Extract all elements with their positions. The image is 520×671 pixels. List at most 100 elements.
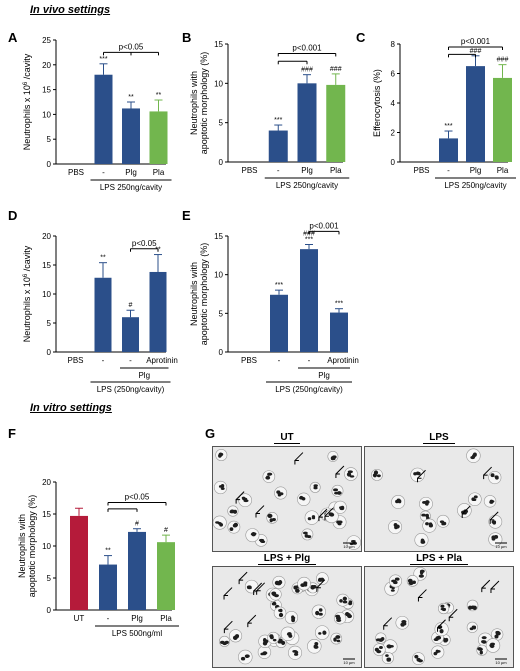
- arrow-head: [417, 597, 423, 602]
- y-tick-label: 0: [47, 160, 52, 169]
- cell-nucleus: [240, 656, 246, 661]
- section-title-in-vitro: In vitro settings: [30, 402, 112, 414]
- cell-nucleus: [220, 487, 225, 490]
- group-label: LPS 250ng/cavity: [276, 181, 338, 190]
- y-tick-label: 15: [42, 261, 51, 270]
- y-axis-label: Neutrophils x 106 /cavity: [22, 245, 32, 342]
- cell-nucleus: [420, 538, 425, 543]
- bar: [297, 83, 317, 162]
- panel-label-d: D: [8, 208, 18, 223]
- significance-label: ***: [274, 117, 282, 124]
- y-tick-label: 10: [214, 79, 223, 88]
- cell-nucleus: [262, 641, 268, 646]
- chart-f: 0 5 10 15 20 Neutrophils withapoptotic morpho…: [17, 478, 179, 638]
- cell-nucleus: [472, 605, 477, 610]
- cell-nucleus: [310, 585, 315, 590]
- cell-nucleus: [440, 607, 446, 611]
- cell-nucleus: [418, 574, 424, 578]
- bar: [122, 317, 139, 352]
- arrow-icon: [324, 507, 334, 517]
- cell: [466, 599, 479, 612]
- cell-nucleus: [267, 513, 273, 518]
- arrow-icon: [223, 587, 233, 596]
- cell-nucleus: [333, 637, 337, 642]
- significance-label: **: [156, 92, 162, 99]
- chart-c: 0 2 4 6 8 Efferocytosis (%) PBS *** - ### Plg ### Pl…: [372, 37, 516, 190]
- cell-nucleus: [495, 631, 501, 636]
- cell: [314, 625, 330, 640]
- cell-nucleus: [376, 474, 381, 478]
- arrow-icon: [294, 452, 304, 461]
- cell-nucleus: [472, 452, 477, 457]
- cell-nucleus: [402, 622, 407, 626]
- cell-nucleus: [328, 512, 333, 517]
- cell-nucleus: [394, 525, 398, 530]
- chart-b: 0 5 10 15 Neutrophils withapoptotic morpholo…: [189, 40, 350, 190]
- micrograph-image: 10 µm: [372, 567, 507, 666]
- cell-nucleus: [219, 452, 224, 456]
- arrow-head: [461, 513, 467, 518]
- cell-nucleus: [291, 616, 296, 620]
- arrow-icon: [383, 617, 393, 627]
- micrograph-title-lps-plg: LPS + Plg: [212, 553, 362, 565]
- category-label: UT: [74, 614, 85, 623]
- cell-nucleus: [347, 470, 353, 474]
- category-label: PBS: [413, 166, 429, 175]
- y-tick-label: 4: [391, 99, 396, 108]
- arrow-head: [238, 579, 244, 585]
- cell: [311, 604, 326, 619]
- cell: [273, 606, 287, 620]
- cell-nucleus: [220, 640, 225, 644]
- cell-nucleus: [481, 636, 487, 640]
- cell-nucleus: [417, 659, 423, 663]
- cell-nucleus: [494, 634, 499, 639]
- cell-nucleus: [346, 472, 352, 477]
- cell-nucleus: [393, 580, 398, 585]
- cell-nucleus: [318, 632, 322, 635]
- category-label: PBS: [241, 166, 257, 175]
- y-tick-label: 20: [42, 232, 51, 241]
- category-label: Pla: [153, 168, 165, 177]
- arrow-icon: [448, 608, 458, 618]
- cell-nucleus: [342, 596, 347, 601]
- cell-nucleus: [373, 470, 379, 475]
- cell-nucleus: [336, 491, 342, 495]
- cell-nucleus: [471, 497, 475, 501]
- cell-nucleus: [493, 535, 499, 539]
- category-label: -: [278, 356, 281, 365]
- bar: [70, 515, 88, 610]
- cell: [304, 510, 319, 525]
- arrow-icon: [238, 571, 248, 581]
- cell-nucleus: [215, 521, 220, 524]
- cell-nucleus: [479, 650, 483, 655]
- cell-nucleus: [293, 585, 298, 590]
- arrow-icon: [255, 505, 265, 514]
- panel-label-g: G: [205, 426, 216, 441]
- cell-nucleus: [336, 639, 341, 643]
- cell-nucleus: [266, 475, 270, 478]
- cell-nucleus: [314, 642, 319, 646]
- arrow-head: [483, 474, 488, 480]
- cell-nucleus: [301, 497, 306, 501]
- y-tick-label: 8: [391, 40, 396, 49]
- bar: [157, 542, 175, 610]
- arrow-icon: [253, 582, 263, 592]
- arrow-head: [316, 587, 321, 592]
- cell-nucleus: [419, 569, 425, 574]
- cell-nucleus: [349, 475, 355, 478]
- arrow-head: [437, 627, 442, 632]
- category-label: PBS: [67, 356, 83, 365]
- significance-label: #: [129, 302, 133, 309]
- panel-label-c: C: [356, 30, 366, 45]
- bar: [268, 130, 288, 162]
- y-tick-label: 25: [42, 36, 51, 45]
- group-label: LPS 250ng/cavity: [444, 181, 506, 190]
- bar: [149, 271, 167, 352]
- y-tick-label: 20: [42, 478, 51, 487]
- cell-nucleus: [489, 500, 494, 504]
- cell-nucleus: [267, 472, 273, 476]
- cell-nucleus: [262, 652, 267, 656]
- cell-nucleus: [333, 488, 339, 492]
- category-label: -: [107, 614, 110, 623]
- y-tick-label: 0: [219, 158, 224, 167]
